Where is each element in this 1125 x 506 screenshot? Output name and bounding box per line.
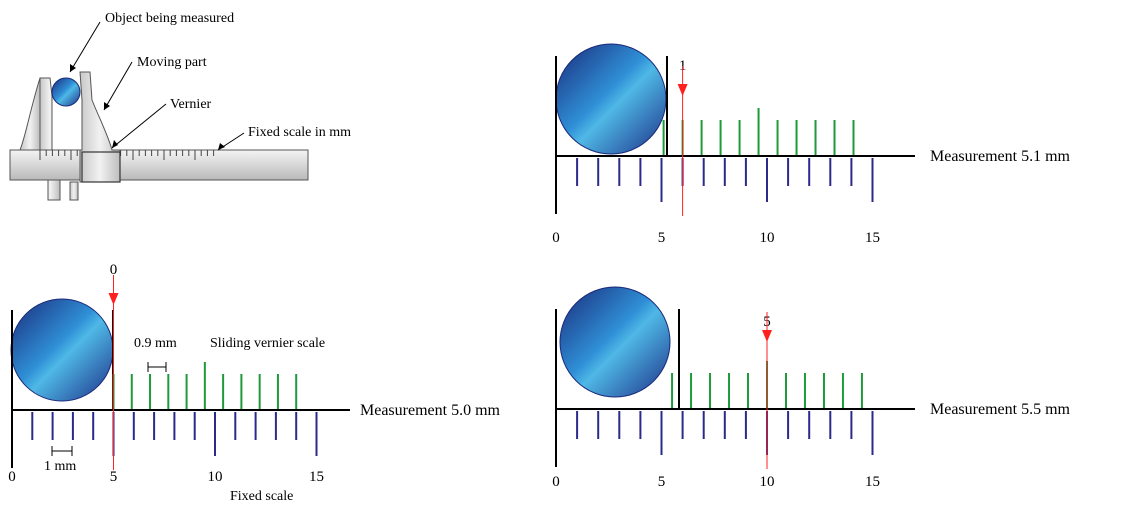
vernier-pointer [111,103,167,149]
fixed-scale-number: 5 [658,474,666,490]
panel-measurement-5-0: 0 Measurement 5.0 mm 0.9 mm Sliding vern… [8,262,500,504]
object-pointer [69,21,101,73]
moving-pointer [103,61,133,111]
measured-object [559,286,671,398]
vernier-window [81,151,121,183]
fixed-scale-number: 10 [760,230,775,246]
vernier-spacing-label: 0.9 mm [134,336,177,351]
marker-label: 0 [110,262,118,278]
fixed-scale-number: 10 [208,469,223,485]
object-label: Object being measured [105,11,234,26]
fixed-title: Fixed scale [230,489,293,504]
fixed-jaw-body [19,77,41,151]
measurement-label: Measurement 5.5 mm [930,401,1071,418]
moving-jaw [79,71,121,183]
measurement-label: Measurement 5.1 mm [930,148,1071,165]
vernier-spacing-bracket [147,362,167,372]
measured-object [10,298,114,402]
fixed-scale-label: Fixed scale in mm [248,125,351,140]
measurement-label: Measurement 5.0 mm [360,402,501,419]
measured-object [555,43,667,155]
moving-jaw-lower [69,181,79,201]
fixed-scale-number: 0 [8,469,16,485]
fixed-scale-number: 0 [552,474,560,490]
fixed-scale-number: 10 [760,474,775,490]
fixed-scale-number: 0 [552,230,560,246]
moving-part-label: Moving part [137,55,207,70]
fixed-scale-number: 15 [865,474,880,490]
vernier-label: Vernier [170,97,212,112]
object-pointer-head [70,64,76,72]
alignment-marker-arrow [677,84,688,96]
fixed-scale-number: 5 [658,230,666,246]
moving-pointer-head [104,102,110,110]
fixed-pointer-head [218,143,225,150]
fixed-scale-number: 15 [865,230,880,246]
fixed-scale-number: 15 [309,469,324,485]
vernier-title: Sliding vernier scale [210,336,325,351]
vernier-pointer-head [112,140,118,148]
caliper-illustration: Object being measured Moving part Vernie… [9,11,351,201]
alignment-marker-arrow [762,330,772,342]
main-beam [9,149,309,181]
alignment-marker-arrow [108,293,119,305]
fixed-scale-number: 5 [110,469,118,485]
fixed-spacing-label: 1 mm [44,459,76,474]
measured-object [51,77,81,107]
fixed-spacing-bracket [51,446,73,456]
